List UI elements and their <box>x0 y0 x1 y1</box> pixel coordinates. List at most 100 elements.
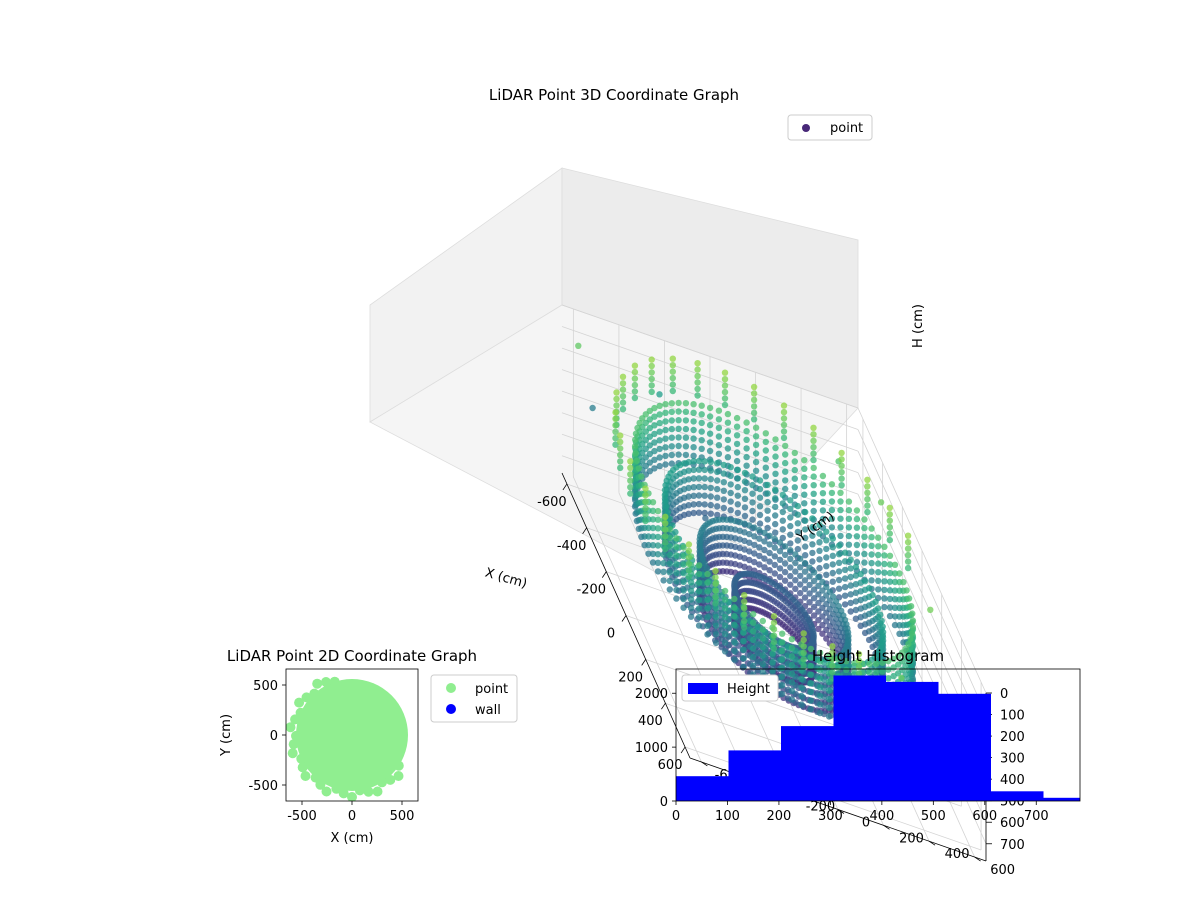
point-3d <box>927 606 934 613</box>
point-3d <box>788 687 796 695</box>
point-3d <box>853 533 861 540</box>
point-3d <box>756 511 764 519</box>
point-3d <box>695 492 703 499</box>
x-tick-mark <box>601 571 607 578</box>
point-3d <box>864 483 871 490</box>
point-3d <box>788 679 796 686</box>
point-2d <box>347 792 357 801</box>
point-2d <box>321 677 331 687</box>
point-3d <box>619 380 627 387</box>
point-3d <box>743 462 750 469</box>
y-tick-mark <box>837 809 845 814</box>
point-3d <box>685 547 693 555</box>
point-3d <box>855 670 863 677</box>
point-3d <box>837 532 844 540</box>
point-3d <box>780 408 788 416</box>
point-3d <box>847 599 854 607</box>
point-3d <box>715 442 723 449</box>
point-3d <box>800 636 807 644</box>
point-3d <box>787 572 794 580</box>
point-3d <box>868 525 875 532</box>
histogram: Height Histogram 0 100 200 300 400 500 600 700 0… <box>635 647 1081 824</box>
point-2d <box>300 771 311 781</box>
point-3d <box>853 515 861 523</box>
histogram-bar <box>1043 797 1080 801</box>
plot-2d-x-tick-label: 500 <box>390 809 415 824</box>
point-3d <box>613 402 620 409</box>
point-3d <box>654 516 662 523</box>
point-3d <box>873 660 880 667</box>
point-3d <box>714 485 721 493</box>
point-3d <box>714 477 721 484</box>
point-3d <box>837 489 844 496</box>
point-3d <box>690 409 697 416</box>
point-3d <box>661 492 669 499</box>
point-3d <box>706 439 714 446</box>
point-3d <box>815 625 822 633</box>
point-3d <box>838 469 845 476</box>
point-3d <box>746 565 753 572</box>
point-3d <box>819 498 827 505</box>
point-3d <box>800 656 807 663</box>
point-3d <box>660 568 667 575</box>
point-3d <box>704 588 711 595</box>
point-3d <box>855 650 863 658</box>
histogram-legend-swatch <box>688 683 718 694</box>
point-3d <box>807 671 815 678</box>
point-3d <box>751 541 758 549</box>
plot-3d-back-panes <box>369 167 859 591</box>
point-3d <box>741 478 749 485</box>
point-3d <box>907 603 915 610</box>
point-3d <box>788 696 796 703</box>
point-3d <box>772 453 779 460</box>
point-2d <box>312 678 323 689</box>
point-3d <box>794 520 801 527</box>
point-3d <box>634 424 641 432</box>
point-3d <box>750 653 757 661</box>
point-3d <box>771 535 778 543</box>
point-3d <box>741 617 748 625</box>
point-3d <box>704 631 711 638</box>
histogram-bar <box>676 776 729 801</box>
point-3d <box>707 501 714 509</box>
point-3d <box>675 399 682 407</box>
point-3d <box>881 569 888 576</box>
point-3d <box>749 516 756 523</box>
point-3d <box>891 613 899 620</box>
point-3d <box>613 389 620 396</box>
point-3d <box>715 416 723 423</box>
point-3d <box>721 376 729 383</box>
point-3d <box>764 481 771 489</box>
point-3d <box>845 515 853 522</box>
plot-2d-x-tick-label: 0 <box>348 809 356 824</box>
point-3d <box>852 606 860 614</box>
point-3d <box>798 701 805 708</box>
point-3d <box>823 545 830 553</box>
point-3d <box>669 381 676 388</box>
point-3d <box>828 498 836 505</box>
point-3d <box>656 445 663 453</box>
point-3d <box>895 652 902 660</box>
point-3d <box>886 561 894 568</box>
point-3d <box>776 556 784 563</box>
point-3d <box>680 587 687 594</box>
point-3d <box>852 615 860 622</box>
point-3d <box>721 382 729 389</box>
point-3d <box>829 578 836 585</box>
point-3d <box>619 399 627 406</box>
point-3d <box>845 532 853 540</box>
point-3d <box>798 684 805 691</box>
point-3d <box>649 542 657 549</box>
point-3d <box>617 445 624 452</box>
point-3d <box>761 538 768 545</box>
point-3d <box>806 599 813 606</box>
point-3d <box>741 592 748 599</box>
plot-3d-legend-marker-point <box>802 124 810 132</box>
plot-3d-z-axis-label: H (cm) <box>911 304 926 348</box>
point-3d <box>772 512 779 519</box>
point-3d <box>633 457 641 464</box>
point-3d <box>714 468 721 476</box>
point-3d <box>861 559 868 566</box>
point-3d <box>834 664 842 671</box>
